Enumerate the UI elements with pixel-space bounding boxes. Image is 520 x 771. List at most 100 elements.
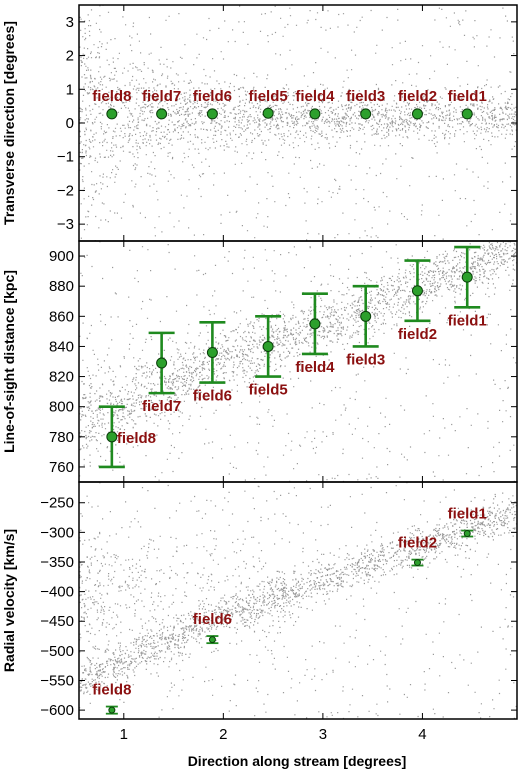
data-point-field4: field4 (295, 88, 335, 120)
field-label: field8 (92, 88, 131, 105)
background-stars-middle (79, 241, 517, 482)
y-axis-label-middle: Line-of-sight distance [kpc] (1, 270, 17, 453)
field-label: field5 (249, 382, 288, 399)
marker (461, 108, 473, 120)
data-point-field4: field4 (295, 292, 335, 376)
y-tick-label-bottom: −400 (40, 584, 74, 601)
y-tick-label-middle: 820 (49, 369, 74, 386)
y-tick-label-bottom: −550 (40, 672, 74, 689)
marker (411, 108, 423, 120)
y-axis-label-top: Transverse direction [degrees] (1, 21, 17, 225)
field-label: field3 (346, 351, 385, 368)
field-label: field8 (92, 682, 131, 699)
marker (106, 431, 118, 443)
data-point-field7: field7 (142, 88, 181, 120)
field-label: field2 (398, 88, 437, 105)
data-point-field6: field6 (193, 611, 232, 645)
field-label: field7 (142, 398, 181, 415)
y-tick-label-top: −3 (57, 216, 74, 233)
data-point-field8: field8 (92, 88, 131, 120)
marker (262, 107, 274, 119)
field-label: field6 (193, 611, 232, 628)
x-tick-label: 3 (319, 726, 327, 743)
field-label: field7 (142, 88, 181, 105)
data-point-field2: field2 (398, 88, 437, 120)
field-label: field4 (295, 359, 335, 376)
y-tick-label-middle: 800 (49, 399, 74, 416)
field-label: field2 (398, 326, 437, 343)
background-points (79, 241, 517, 482)
background-stars-top (79, 5, 517, 241)
marker (461, 271, 473, 283)
data-point-field1: field1 (448, 506, 487, 538)
background-points (79, 5, 517, 241)
field-label: field2 (398, 535, 437, 552)
field-label: field6 (193, 88, 232, 105)
data-point-field5: field5 (249, 315, 288, 399)
y-tick-label-top: 0 (66, 115, 74, 132)
field-label: field6 (193, 388, 232, 405)
y-tick-label-top: −1 (57, 149, 74, 166)
y-tick-label-top: −2 (57, 182, 74, 199)
marker (156, 357, 168, 369)
y-tick-label-middle: 760 (49, 459, 74, 476)
data-point-field8: field8 (92, 682, 131, 715)
field-label: field1 (448, 506, 487, 523)
marker (108, 706, 116, 714)
marker (156, 108, 168, 120)
marker (360, 108, 372, 120)
marker (309, 108, 321, 120)
y-tick-label-middle: 900 (49, 248, 74, 265)
data-point-field6: field6 (193, 88, 232, 120)
y-tick-label-top: 1 (66, 81, 74, 98)
data-layer: field8 field7 field6 field5 field4 field3 fiel… (92, 88, 487, 715)
data-point-field5: field5 (249, 88, 288, 119)
marker (208, 636, 216, 644)
y-tick-label-bottom: −300 (40, 524, 74, 541)
y-tick-label-middle: 860 (49, 308, 74, 325)
data-point-field3: field3 (346, 88, 385, 120)
y-tick-label-top: 2 (66, 48, 74, 65)
data-point-field6: field6 (193, 321, 232, 405)
data-point-field1: field1 (448, 88, 487, 120)
y-tick-label-bottom: −350 (40, 554, 74, 571)
y-tick-label-middle: 840 (49, 338, 74, 355)
field-label: field3 (346, 88, 385, 105)
field-label: field4 (295, 88, 335, 105)
y-tick-label-middle: 780 (49, 429, 74, 446)
marker (206, 108, 218, 120)
marker (413, 559, 421, 567)
y-tick-label-bottom: −250 (40, 495, 74, 512)
x-tick-label: 1 (120, 726, 128, 743)
marker (262, 340, 274, 352)
axes-layer: −3 −2 −1 0 1 2 3 Transverse direction [degrees]… (1, 4, 518, 743)
data-point-field2: field2 (398, 259, 437, 343)
background-points-layer (79, 5, 517, 719)
field-label: field1 (448, 88, 487, 105)
background-points (79, 482, 517, 719)
marker (463, 530, 471, 538)
data-point-field3: field3 (346, 284, 385, 368)
field-label: field1 (448, 312, 487, 329)
data-point-field2: field2 (398, 535, 437, 567)
marker (360, 310, 372, 322)
y-tick-label-middle: 880 (49, 278, 74, 295)
data-point-field8: field8 (98, 405, 156, 469)
y-tick-label-bottom: −600 (40, 702, 74, 719)
y-tick-label-bottom: −450 (40, 613, 74, 630)
y-tick-label-bottom: −500 (40, 643, 74, 660)
field-label: field8 (117, 430, 156, 447)
x-tick-label: 4 (418, 726, 426, 743)
background-stars-bottom (79, 482, 517, 719)
marker (309, 318, 321, 330)
marker (206, 346, 218, 358)
x-tick-label: 2 (219, 726, 227, 743)
data-point-field7: field7 (142, 331, 181, 415)
x-axis-label: Direction along stream [degrees] (188, 753, 407, 769)
y-tick-label-top: 3 (66, 14, 74, 31)
marker (411, 285, 423, 297)
field-label: field5 (249, 88, 288, 105)
y-axis-label-bottom: Radial velocity [km/s] (1, 529, 17, 672)
panel-frame-bottom (78, 481, 518, 720)
